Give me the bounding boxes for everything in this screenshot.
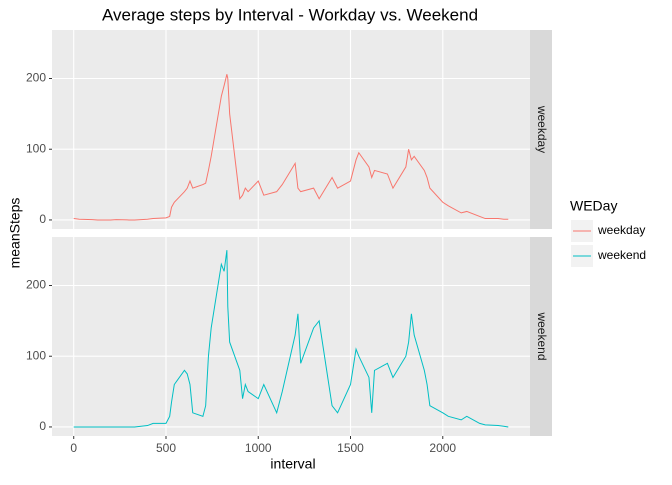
legend-label: weekday xyxy=(597,223,645,237)
x-tick-label: 1500 xyxy=(337,441,364,455)
x-tick-label: 2000 xyxy=(429,441,456,455)
y-tick-label: 100 xyxy=(26,348,46,362)
y-axis-label: meanSteps xyxy=(7,198,23,269)
strip xyxy=(530,237,552,436)
x-axis-label: interval xyxy=(270,456,315,472)
y-tick-label: 200 xyxy=(26,71,46,85)
strip xyxy=(530,30,552,229)
data-line xyxy=(73,74,509,221)
y-tick-label: 200 xyxy=(26,278,46,292)
x-tick-label: 1000 xyxy=(245,441,272,455)
x-tick-label: 500 xyxy=(156,441,176,455)
chart-title: Average steps by Interval - Workday vs. … xyxy=(102,5,478,24)
y-tick-label: 0 xyxy=(39,212,46,226)
x-tick-label: 0 xyxy=(70,441,77,455)
y-tick-label: 0 xyxy=(39,419,46,433)
data-line xyxy=(73,250,509,428)
legend-label: weekend xyxy=(597,248,646,262)
legend-title: WEDay xyxy=(570,198,617,214)
panel-background xyxy=(52,30,530,229)
panel-background xyxy=(52,237,530,436)
y-tick-label: 100 xyxy=(26,141,46,155)
strip-label: weekend xyxy=(535,311,549,360)
strip-label: weekday xyxy=(535,105,549,153)
